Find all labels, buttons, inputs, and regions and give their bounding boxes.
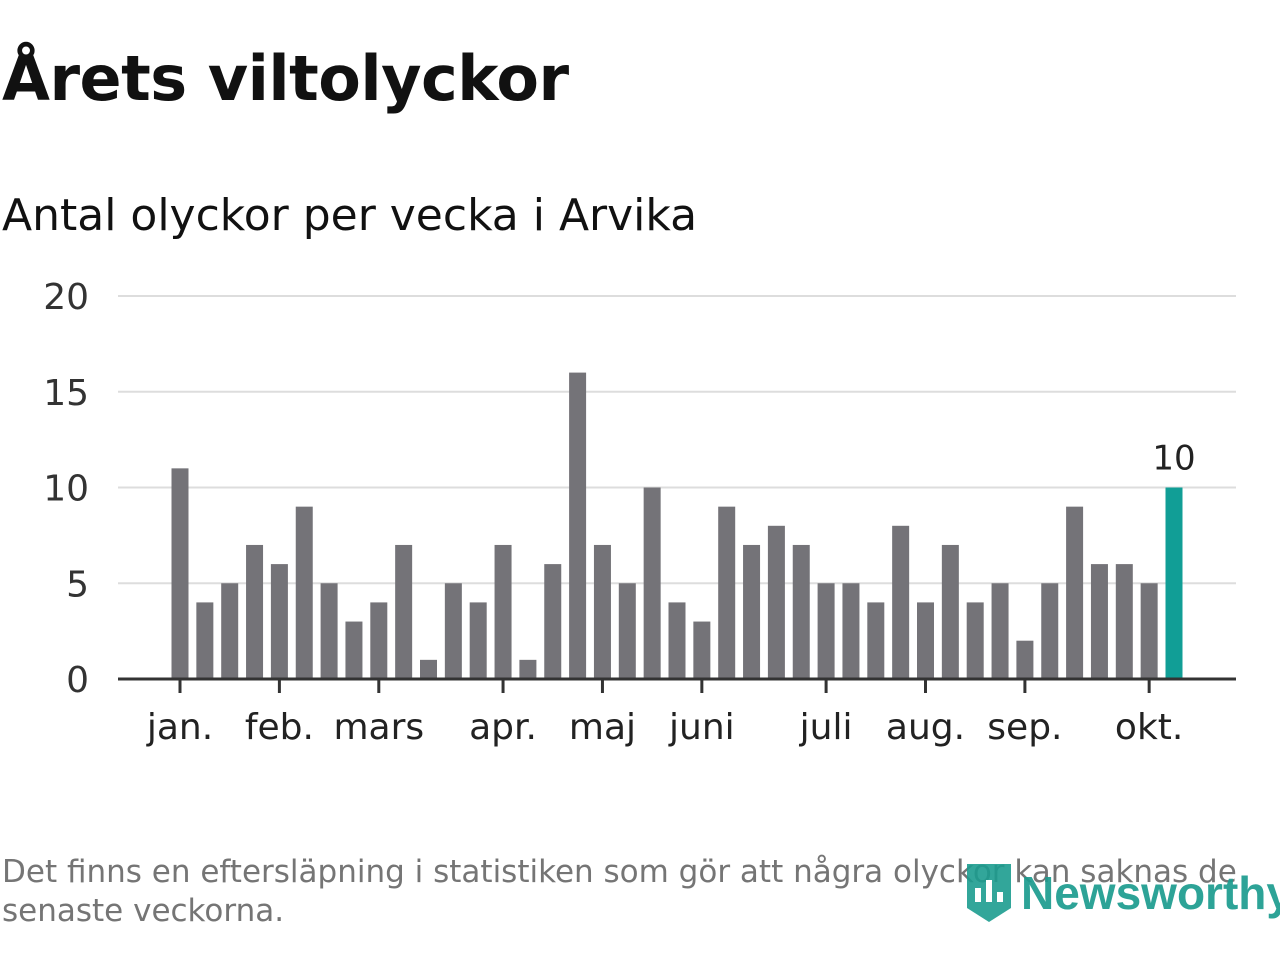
- bar: [569, 372, 587, 679]
- bar: [767, 525, 785, 679]
- bar: [668, 602, 686, 679]
- bar: [1090, 564, 1108, 679]
- bar: [444, 583, 462, 679]
- x-tick-label: juni: [668, 707, 735, 748]
- bar: [643, 487, 661, 679]
- bar: [743, 544, 761, 679]
- bar: [593, 544, 611, 679]
- bar: [718, 506, 736, 679]
- bar: [966, 602, 984, 679]
- bar: [320, 583, 338, 679]
- bar: [867, 602, 885, 679]
- bar: [345, 621, 363, 679]
- y-tick-label: 0: [66, 660, 89, 701]
- bar: [420, 659, 437, 679]
- y-tick-label: 20: [43, 277, 89, 318]
- bar-chart: 0 5 10 15 20 10 jan. feb. mars apr. maj juni juli aug…: [43, 277, 1236, 748]
- bar: [395, 544, 413, 679]
- bar: [1016, 640, 1034, 679]
- x-tick-label: juli: [799, 707, 853, 748]
- bar: [941, 544, 959, 679]
- chart-subtitle: Antal olyckor per vecka i Arvika: [2, 190, 698, 241]
- bar-value-label: 10: [1152, 439, 1195, 479]
- bar: [221, 583, 239, 679]
- bar: [817, 583, 835, 679]
- bar: [618, 583, 636, 679]
- bar: [196, 602, 214, 679]
- bar: [917, 602, 934, 679]
- bar: [519, 659, 537, 679]
- bar: [693, 621, 711, 679]
- bar-highlight: [1165, 487, 1183, 679]
- bar: [469, 602, 487, 679]
- bar: [544, 564, 562, 679]
- bar: [892, 525, 910, 679]
- bar: [792, 544, 810, 679]
- bar: [842, 583, 860, 679]
- bar: [171, 468, 189, 679]
- bar: [1140, 583, 1158, 679]
- x-tick-label: aug.: [886, 707, 965, 748]
- bar: [991, 583, 1009, 679]
- y-tick-label: 10: [43, 469, 89, 510]
- bar: [370, 602, 388, 679]
- bar: [494, 544, 512, 679]
- footnote: Det finns en eftersläpning i statistiken…: [2, 854, 1237, 929]
- bar: [270, 564, 288, 679]
- y-tick-label: 5: [66, 564, 89, 605]
- y-tick-label: 15: [43, 373, 89, 414]
- bar: [246, 544, 264, 679]
- x-tick-label: okt.: [1115, 707, 1183, 748]
- x-tick-label: apr.: [469, 707, 537, 748]
- x-tick-label: maj: [569, 707, 636, 748]
- brand-logo: Newsworthy: [963, 858, 1280, 928]
- x-tick-label: jan.: [146, 707, 213, 748]
- x-tick-label: feb.: [245, 707, 314, 748]
- bar-chart-badge-icon: [967, 864, 1011, 922]
- bar: [295, 506, 313, 679]
- x-tick-label: sep.: [987, 707, 1062, 748]
- x-tick-label: mars: [333, 707, 424, 748]
- bar: [1115, 564, 1133, 679]
- brand-name: Newsworthy: [1021, 867, 1280, 919]
- chart-title: Årets viltolyckor: [2, 42, 569, 115]
- bar: [1041, 583, 1059, 679]
- bar: [1066, 506, 1084, 679]
